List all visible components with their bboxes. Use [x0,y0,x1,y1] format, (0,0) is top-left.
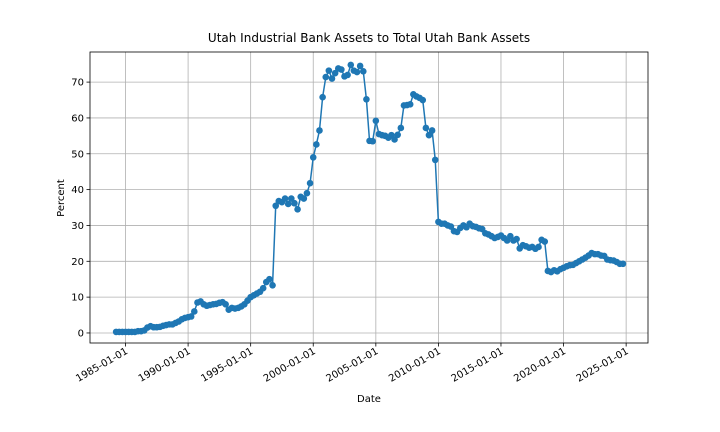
y-tick-label: 0 [78,328,84,339]
data-point [191,308,198,315]
data-point [291,199,298,207]
y-tick-label: 20 [71,257,84,268]
data-point [266,275,273,283]
data-point [397,124,405,132]
y-tick-label: 60 [71,113,84,124]
y-tick-label: 30 [71,221,84,232]
chart-title: Utah Industrial Bank Assets to Total Uta… [208,31,530,45]
y-tick-label: 40 [71,185,84,196]
data-point [328,75,336,82]
data-point [391,136,398,143]
data-point [338,66,345,73]
data-point [294,206,301,213]
data-point [369,137,376,145]
x-axis-label: Date [357,394,381,405]
data-point [313,141,320,148]
data-point [272,202,280,210]
data-point [281,195,289,202]
data-point [363,96,370,103]
data-point [322,73,330,81]
data-point [222,300,229,308]
data-point [347,61,355,69]
data-point [428,127,436,134]
data-point [353,68,361,76]
data-point [372,117,380,125]
data-point [325,67,333,74]
data-point [259,284,267,292]
data-point [431,156,439,164]
data-point [331,69,339,77]
data-point [306,179,314,187]
data-point [344,71,351,79]
data-point [284,200,292,208]
data-point [425,131,433,139]
data-point [303,189,311,197]
data-point [309,154,317,161]
data-point [535,243,542,251]
data-point [356,62,364,70]
data-point [316,127,323,134]
data-point [541,238,549,245]
data-point [422,124,430,132]
data-point [513,235,520,243]
data-point [319,93,326,101]
data-point [288,195,295,202]
data-point [187,313,195,320]
data-point [300,195,308,202]
y-axis-label: Percent [56,179,67,217]
y-tick-label: 10 [71,293,84,304]
plot-frame [89,51,649,344]
data-point [447,223,455,230]
data-point [619,260,627,268]
data-point [419,96,427,104]
data-point [406,101,414,108]
y-tick-label: 50 [71,149,84,160]
data-point [269,282,276,289]
y-tick-label: 70 [71,78,84,89]
data-point [394,131,401,139]
data-point [359,68,367,75]
